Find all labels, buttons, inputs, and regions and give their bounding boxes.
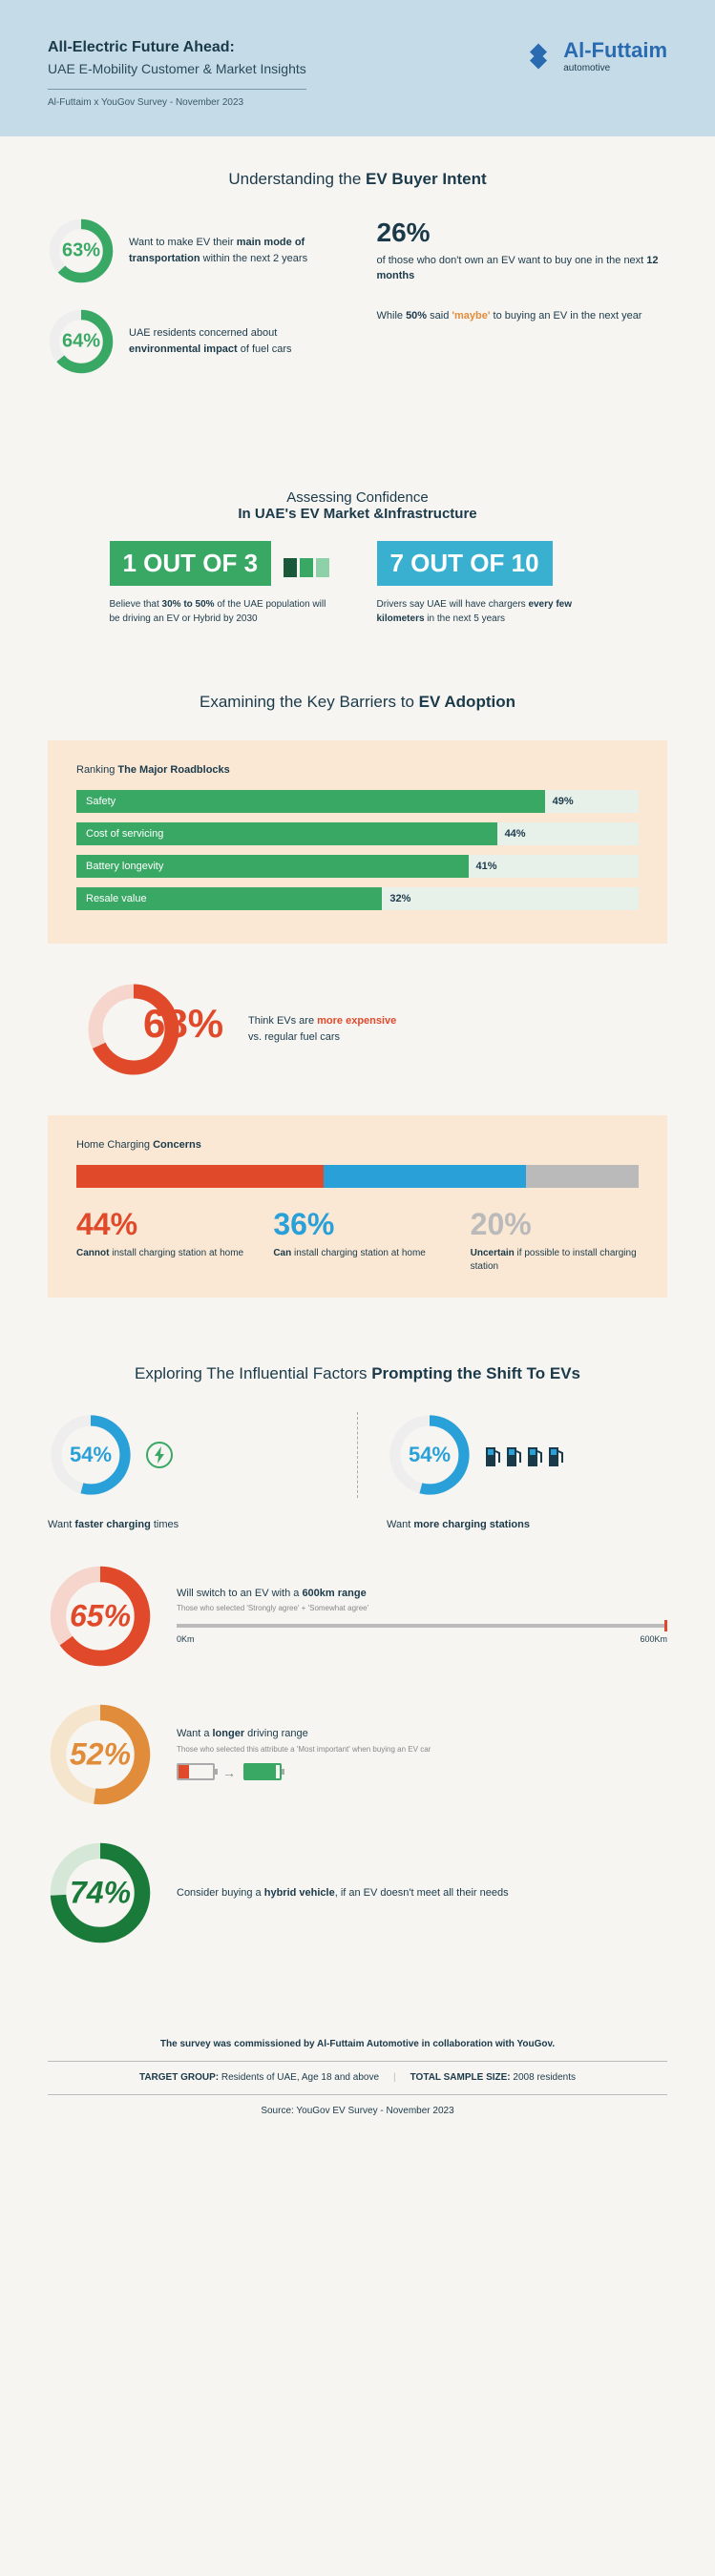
stat-74: 74% Consider buying a hybrid vehicle, if… (48, 1840, 667, 1945)
section-factors: Exploring The Influential Factors Prompt… (0, 1331, 715, 2012)
stat-68: 68% Think EVs are more expensive vs. reg… (86, 982, 667, 1077)
stat-50-text: While 50% said 'maybe' to buying an EV i… (377, 308, 668, 324)
confidence-left: NEARLY 1 OUT OF 3 Believe that 30% to 50… (110, 541, 339, 626)
bar-row: Safety49% (76, 790, 639, 813)
barriers-title: Examining the Key Barriers to EV Adoptio… (48, 693, 667, 712)
section-intent: Understanding the EV Buyer Intent 63% Wa… (0, 136, 715, 456)
donut-64: 64% (48, 308, 115, 375)
confidence-title: Assessing Confidence In UAE's EV Market … (48, 489, 667, 522)
factor-54-charging: 54% (48, 1412, 328, 1498)
confidence-right: 7 OUT OF 10 Drivers say UAE will have ch… (377, 541, 606, 626)
home-charging: Home Charging Concerns 44%Cannot install… (48, 1115, 667, 1298)
stat-52: 52% Want a longer driving range Those wh… (48, 1702, 667, 1807)
brand-name: Al-Futtaim (563, 38, 667, 62)
brand-logo: Al-Futtaim automotive (521, 38, 667, 73)
factor-54-stations: 54% (387, 1412, 667, 1498)
bar-row: Cost of servicing44% (76, 822, 639, 845)
stat-65: 65% Will switch to an EV with a 600km ra… (48, 1564, 667, 1669)
brand-sub: automotive (563, 63, 667, 73)
header-meta: Al-Futtaim x YouGov Survey - November 20… (48, 89, 306, 108)
header-title: All-Electric Future Ahead: (48, 38, 306, 58)
home-bar (76, 1165, 639, 1188)
bar-row: Resale value32% (76, 887, 639, 910)
stat-63: 63% Want to make EV their main mode of t… (48, 218, 339, 284)
intent-title: Understanding the EV Buyer Intent (48, 170, 667, 189)
section-confidence: Assessing Confidence In UAE's EV Market … (0, 456, 715, 659)
range-bar: 0Km600Km (177, 1624, 667, 1647)
footer: The survey was commissioned by Al-Futtai… (0, 2012, 715, 2168)
battery-icons: → (177, 1763, 667, 1783)
bar-row: Battery longevity41% (76, 855, 639, 878)
donut-63: 63% (48, 218, 115, 284)
logo-icon (521, 39, 556, 73)
donut-68: 68% (86, 982, 181, 1077)
barriers-box: Ranking The Major Roadblocks Safety49%Co… (48, 740, 667, 944)
home-stat: 20%Uncertain if possible to install char… (471, 1207, 639, 1274)
pump-icons (484, 1442, 564, 1468)
header-subtitle: UAE E-Mobility Customer & Market Insight… (48, 60, 306, 77)
home-stat: 36%Can install charging station at home (273, 1207, 441, 1274)
section-barriers: Examining the Key Barriers to EV Adoptio… (0, 659, 715, 1331)
stat-26-text: of those who don't own an EV want to buy… (377, 253, 668, 284)
stat-26-pct: 26% (377, 218, 668, 248)
header: All-Electric Future Ahead: UAE E-Mobilit… (0, 0, 715, 136)
bolt-icon (145, 1441, 174, 1469)
factors-title: Exploring The Influential Factors Prompt… (48, 1364, 667, 1383)
home-stat: 44%Cannot install charging station at ho… (76, 1207, 244, 1274)
stat-64: 64% UAE residents concerned about enviro… (48, 308, 339, 375)
